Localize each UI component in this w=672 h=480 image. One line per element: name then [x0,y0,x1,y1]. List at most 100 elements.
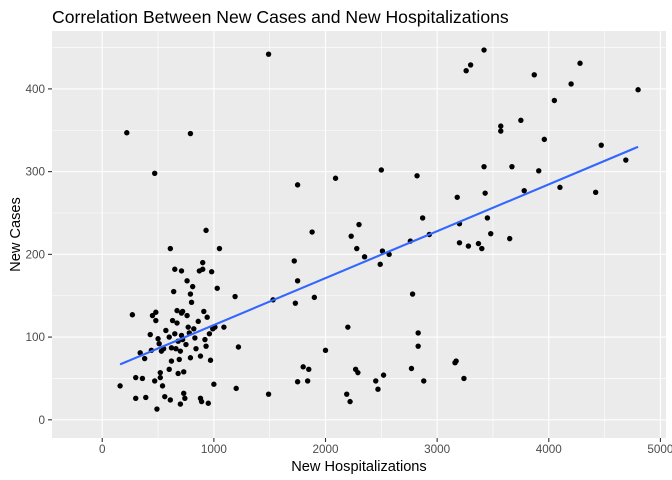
data-point [133,374,139,381]
data-point [182,395,188,401]
data-point [361,254,368,260]
data-point [380,372,387,378]
data-point [306,366,312,373]
data-point [117,383,123,389]
y-tick-label: 0 [38,414,45,427]
data-point [168,345,175,351]
data-point [179,308,186,315]
data-point [187,291,194,297]
data-point [304,378,311,384]
data-point [208,269,215,275]
data-point [377,261,383,267]
data-point [344,391,350,397]
data-point [453,358,459,364]
data-point [421,378,427,384]
data-point [139,375,146,382]
data-point [373,378,379,384]
x-axis-label: New Hospitalizations [291,459,426,475]
data-point [577,60,583,66]
data-point [188,299,195,306]
data-point [203,227,209,234]
data-point [498,123,504,129]
x-tick-label: 1000 [201,443,228,456]
data-point [162,393,168,400]
data-point [479,245,485,252]
data-point [481,47,487,53]
data-point [183,341,189,348]
data-point [174,320,180,326]
data-point [184,312,190,319]
data-point [155,336,161,342]
y-tick-label: 100 [25,331,45,344]
data-point [174,307,180,314]
data-point [379,248,386,254]
data-point [232,293,238,300]
plot-panel [52,31,666,438]
data-point [557,184,563,191]
data-point [159,383,166,389]
data-point [124,130,130,136]
data-point [149,312,156,319]
data-point [152,378,158,384]
data-point [456,240,463,246]
x-tick-label: 4000 [536,443,563,456]
data-point [419,215,426,221]
data-point [191,326,197,332]
y-axis-label: New Cases [8,197,24,272]
data-point [356,221,362,228]
data-point [153,309,159,315]
data-point [153,317,159,324]
data-point [414,173,420,179]
data-point [176,356,182,363]
data-point [623,157,629,163]
data-point [184,278,190,284]
data-point [233,385,239,392]
data-point [292,300,299,306]
data-point [170,288,177,295]
data-point [163,327,169,334]
data-point [211,381,217,387]
data-point [200,259,206,266]
data-point [137,350,143,356]
x-axis-ticks: 0 1000 2000 3000 4000 5000 [99,438,672,456]
data-point [347,398,353,405]
data-point [461,375,467,382]
major-gridlines [52,31,666,438]
data-point [291,258,297,264]
data-point [198,398,205,405]
data-point [467,62,474,68]
data-point [178,332,185,339]
data-point [265,391,272,397]
data-point [147,331,153,338]
data-points [117,47,641,412]
data-point [408,365,415,372]
data-point [167,397,174,403]
data-point [167,245,174,252]
x-tick-label: 3000 [424,443,451,456]
data-point [507,235,513,242]
data-point [214,285,220,291]
data-point [635,87,641,93]
chart-title: Correlation Between New Cases and New Ho… [52,7,509,27]
y-tick-label: 200 [25,248,45,261]
data-point [375,386,381,392]
data-point [172,266,178,272]
data-point [345,324,351,330]
data-point [294,379,301,385]
data-point [189,283,196,290]
data-point [206,331,213,337]
data-point [187,355,194,361]
data-point [200,266,206,272]
data-point [197,353,204,359]
data-point [300,364,306,370]
x-tick-label: 5000 [647,443,672,456]
data-point [378,167,385,173]
data-point [205,400,211,406]
data-point [488,230,494,237]
data-point [415,330,421,336]
data-point [195,318,201,325]
data-point [475,240,482,247]
data-point [154,406,160,412]
data-point [207,357,214,363]
